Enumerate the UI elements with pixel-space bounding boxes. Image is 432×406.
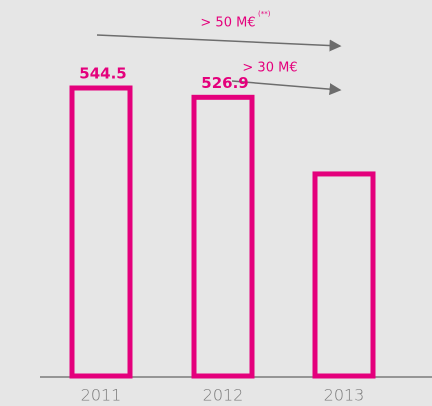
arrow [231, 80, 342, 96]
bar [312, 171, 376, 379]
annotation: > 30 M€ [242, 61, 297, 76]
x-tick-label: 2012 [203, 386, 244, 405]
x-tick-label: 2011 [81, 386, 122, 405]
arrow [96, 34, 342, 52]
annotation-note: (**) [258, 10, 271, 18]
bar [191, 94, 255, 379]
bar [69, 85, 133, 379]
value-label: 544.5 [79, 65, 126, 83]
x-tick-label: 2013 [324, 386, 365, 405]
annotation: > 50 M€ [200, 16, 255, 31]
value-label: 526.9 [201, 74, 248, 92]
